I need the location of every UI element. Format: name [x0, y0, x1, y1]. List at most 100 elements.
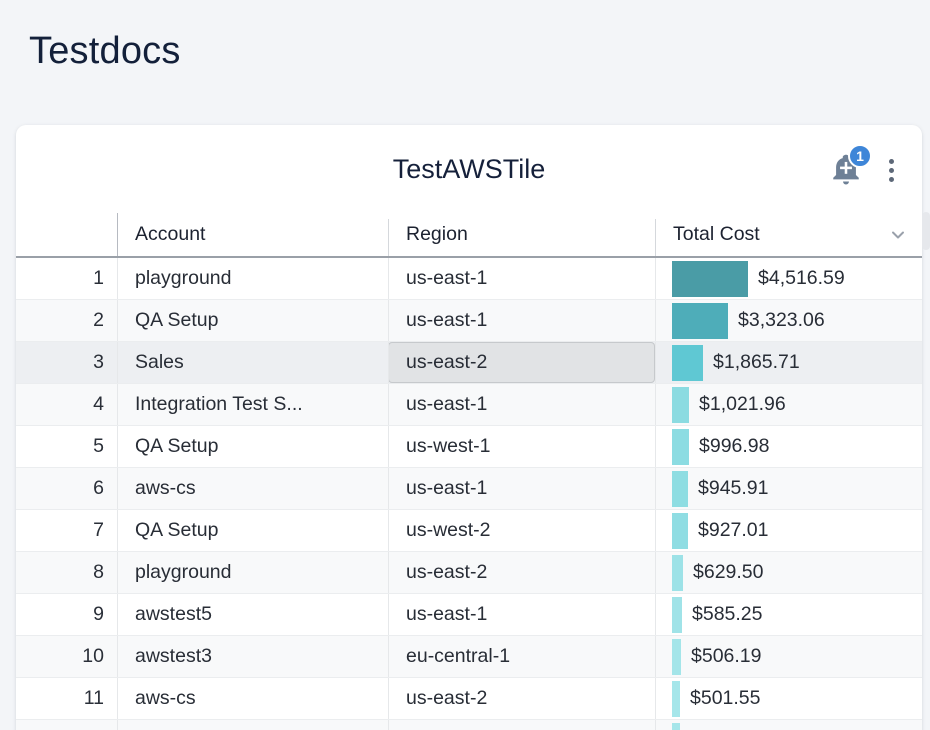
chevron-down-icon[interactable]	[888, 225, 908, 245]
cell-cost[interactable]: $501.55	[655, 678, 922, 719]
table-row: 8 playground us-east-2 $629.50	[16, 552, 922, 594]
tile-card: TestAWSTile 1 Account Regio	[16, 125, 922, 730]
cell-account[interactable]: awstest3	[117, 636, 388, 677]
notifications-button[interactable]: 1	[829, 144, 872, 187]
cell-region[interactable]: us-east-1	[388, 258, 655, 299]
cell-account[interactable]: QA Setup	[117, 510, 388, 551]
table-row: 9 awstest5 us-east-1 $585.25	[16, 594, 922, 636]
cell-cost[interactable]: $996.98	[655, 426, 922, 467]
cost-bar	[672, 428, 689, 465]
cell-region[interactable]	[388, 720, 655, 730]
cell-region[interactable]: us-east-2	[388, 342, 655, 383]
cell-cost[interactable]: $1,021.96	[655, 384, 922, 425]
row-rank: 6	[93, 477, 104, 499]
table-row: 3 Sales us-east-2 $1,865.71	[16, 342, 922, 384]
cell-account[interactable]: playground	[117, 258, 388, 299]
cell-cost[interactable]	[655, 720, 922, 730]
cost-bar	[672, 722, 680, 730]
cell-account[interactable]: Integration Test S...	[117, 384, 388, 425]
cell-cost[interactable]: $4,516.59	[655, 258, 922, 299]
cell-cost-value: $4,516.59	[758, 267, 845, 289]
table-body: 1 playground us-east-1 $4,516.59 2 QA Se…	[16, 258, 922, 730]
cell-cost-value: $506.19	[691, 645, 762, 667]
cell-region[interactable]: eu-central-1	[388, 636, 655, 677]
bell-plus-icon	[829, 154, 863, 191]
row-rank	[16, 720, 117, 730]
cell-account[interactable]: Sales	[117, 342, 388, 383]
header-account[interactable]: Account	[117, 213, 388, 256]
cost-bar	[672, 470, 688, 507]
tile-actions: 1	[829, 144, 900, 187]
cell-cost[interactable]: $1,865.71	[655, 342, 922, 383]
cell-cost[interactable]: $3,323.06	[655, 300, 922, 341]
cell-cost[interactable]: $629.50	[655, 552, 922, 593]
header-region[interactable]: Region	[388, 213, 655, 256]
cell-region[interactable]: us-west-2	[388, 510, 655, 551]
row-rank: 2	[93, 309, 104, 331]
table-header: Account Region Total Cost	[16, 213, 922, 258]
table-row: 11 aws-cs us-east-2 $501.55	[16, 678, 922, 720]
cell-account[interactable]: awstest5	[117, 594, 388, 635]
table-row: 1 playground us-east-1 $4,516.59	[16, 258, 922, 300]
cell-region[interactable]: us-east-1	[388, 384, 655, 425]
row-rank: 5	[93, 435, 104, 457]
table-row: 10 awstest3 eu-central-1 $506.19	[16, 636, 922, 678]
cell-cost[interactable]: $945.91	[655, 468, 922, 509]
cell-account[interactable]	[117, 720, 388, 730]
cell-cost-value: $501.55	[690, 687, 761, 709]
row-rank: 8	[93, 561, 104, 583]
cell-account[interactable]: aws-cs	[117, 468, 388, 509]
cell-region[interactable]: us-east-1	[388, 594, 655, 635]
header-total-cost[interactable]: Total Cost	[655, 213, 922, 256]
cell-account[interactable]: QA Setup	[117, 300, 388, 341]
cost-bar	[672, 512, 688, 549]
row-rank: 9	[93, 603, 104, 625]
row-rank: 11	[83, 687, 104, 709]
cell-region[interactable]: us-east-1	[388, 300, 655, 341]
header-rank	[16, 213, 117, 256]
cell-account[interactable]: aws-cs	[117, 678, 388, 719]
cell-account[interactable]: QA Setup	[117, 426, 388, 467]
cost-bar	[672, 260, 748, 297]
cell-cost-value: $996.98	[699, 435, 770, 457]
cost-bar	[672, 302, 728, 339]
row-rank: 10	[82, 645, 104, 667]
table-row: 2 QA Setup us-east-1 $3,323.06	[16, 300, 922, 342]
kebab-icon	[889, 158, 894, 164]
cost-bar	[672, 638, 681, 675]
cost-bar	[672, 680, 680, 717]
notification-badge: 1	[848, 144, 872, 168]
cost-bar	[672, 596, 682, 633]
cell-cost-value: $927.01	[698, 519, 769, 541]
cell-cost-value: $945.91	[698, 477, 769, 499]
cell-region[interactable]: us-east-1	[388, 468, 655, 509]
cell-cost-value: $1,021.96	[699, 393, 786, 415]
cell-cost-value: $1,865.71	[713, 351, 800, 373]
row-rank: 1	[93, 267, 104, 289]
cell-cost-value: $585.25	[692, 603, 763, 625]
cell-cost-value: $629.50	[693, 561, 764, 583]
cell-cost[interactable]: $585.25	[655, 594, 922, 635]
scrollbar-thumb[interactable]	[922, 212, 930, 250]
cell-cost-value: $3,323.06	[738, 309, 825, 331]
tile-menu-button[interactable]	[883, 155, 900, 186]
page-title: Testdocs	[29, 30, 181, 72]
cell-region[interactable]: us-east-2	[388, 552, 655, 593]
row-rank: 3	[93, 351, 104, 373]
cell-region[interactable]: us-east-2	[388, 678, 655, 719]
tile-title: TestAWSTile	[392, 153, 546, 184]
table-row	[16, 720, 922, 730]
cost-bar	[672, 386, 689, 423]
table-row: 5 QA Setup us-west-1 $996.98	[16, 426, 922, 468]
cell-region[interactable]: us-west-1	[388, 426, 655, 467]
cell-account[interactable]: playground	[117, 552, 388, 593]
tile-header: TestAWSTile 1	[16, 125, 922, 213]
row-rank: 4	[93, 393, 104, 415]
cell-cost[interactable]: $506.19	[655, 636, 922, 677]
cost-bar	[672, 554, 683, 591]
table-row: 6 aws-cs us-east-1 $945.91	[16, 468, 922, 510]
table-row: 7 QA Setup us-west-2 $927.01	[16, 510, 922, 552]
cost-bar	[672, 344, 703, 381]
cell-cost[interactable]: $927.01	[655, 510, 922, 551]
row-rank: 7	[93, 519, 104, 541]
